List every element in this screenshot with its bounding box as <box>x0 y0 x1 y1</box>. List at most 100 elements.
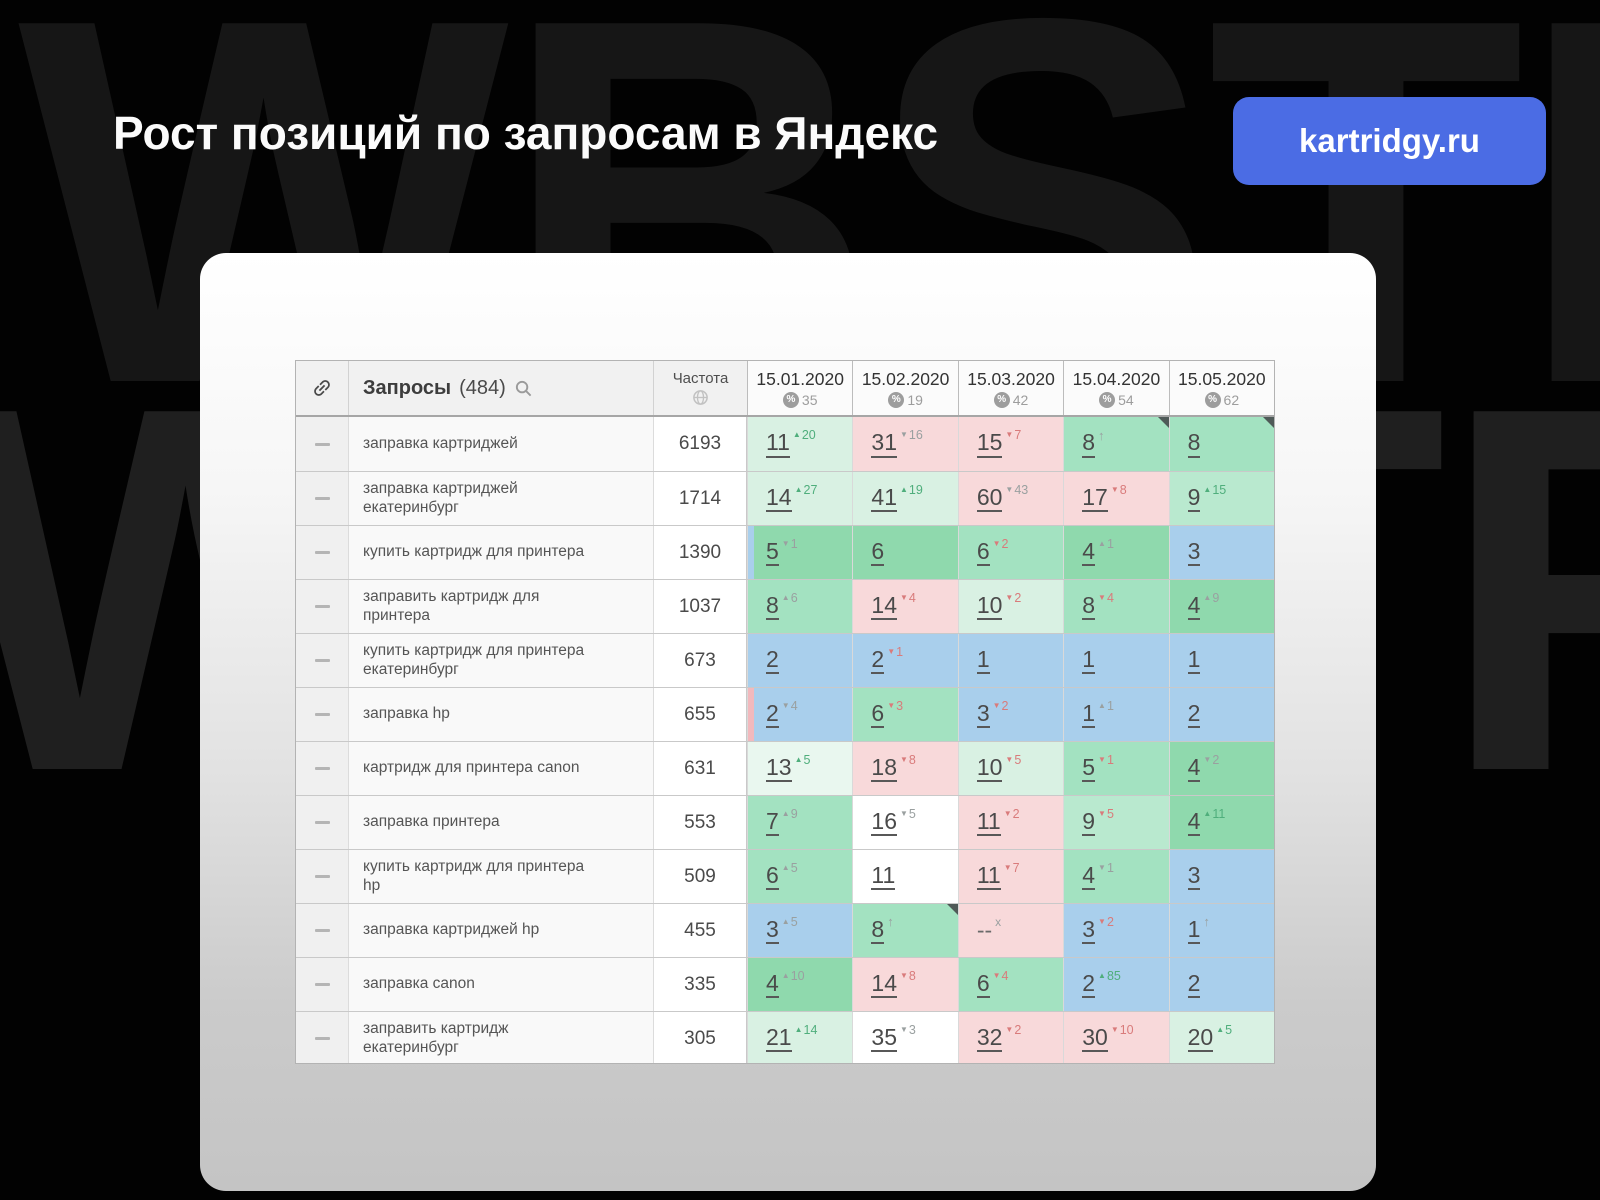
position-link[interactable]: 1 <box>976 647 990 675</box>
position-link[interactable]: 14 <box>871 971 897 999</box>
position-link[interactable]: 3 <box>766 917 779 945</box>
position-link[interactable]: 8 <box>1187 430 1201 458</box>
position-link[interactable]: 14 <box>871 593 897 621</box>
query-text[interactable]: заправка картриджей <box>363 434 518 452</box>
row-handle-cell[interactable] <box>296 634 349 687</box>
position-link[interactable]: 3 <box>1082 917 1096 945</box>
position-link[interactable]: -- <box>976 916 993 943</box>
position-link[interactable]: 11 <box>976 863 1001 891</box>
row-handle-cell[interactable] <box>296 850 349 903</box>
query-text[interactable]: заправить картридж для принтера <box>363 588 540 624</box>
query-text[interactable]: купить картридж для принтера hp <box>363 858 585 894</box>
date-column-header[interactable]: 15.02.2020 19 <box>852 361 958 415</box>
query-text[interactable]: заправка картриджей екатеринбург <box>363 480 518 516</box>
position-link[interactable]: 35 <box>871 1025 897 1053</box>
date-column-header[interactable]: 15.05.2020 62 <box>1168 361 1274 415</box>
position-link[interactable]: 30 <box>1082 1025 1108 1053</box>
date-column-header[interactable]: 15.01.2020 35 <box>747 361 853 415</box>
row-handle-cell[interactable] <box>296 742 349 795</box>
position-link[interactable]: 6 <box>871 539 885 567</box>
position-link[interactable]: 2 <box>1082 971 1096 999</box>
position-link[interactable]: 8 <box>1082 430 1096 458</box>
position-link[interactable]: 11 <box>766 430 790 458</box>
query-cell[interactable]: заправка принтера <box>349 796 654 849</box>
position-link[interactable]: 1 <box>1082 647 1096 675</box>
query-cell[interactable]: заправить картридж для принтера <box>349 580 654 633</box>
position-link[interactable]: 11 <box>976 809 1001 837</box>
position-link[interactable]: 31 <box>871 430 897 458</box>
position-link[interactable]: 3 <box>976 701 990 729</box>
query-text[interactable]: картридж для принтера canon <box>363 759 580 777</box>
position-link[interactable]: 8 <box>766 593 779 621</box>
position-link[interactable]: 2 <box>871 647 885 675</box>
position-link[interactable]: 41 <box>871 485 897 513</box>
row-handle-cell[interactable] <box>296 526 349 579</box>
query-cell[interactable]: купить картридж для принтера <box>349 526 654 579</box>
position-link[interactable]: 9 <box>1187 485 1201 513</box>
frequency-column-header[interactable]: Частота <box>654 361 747 415</box>
query-cell[interactable]: картридж для принтера canon <box>349 742 654 795</box>
position-link[interactable]: 8 <box>871 917 885 945</box>
position-link[interactable]: 4 <box>1082 863 1096 891</box>
position-link[interactable]: 2 <box>1187 701 1201 729</box>
link-column-header[interactable] <box>296 361 349 415</box>
position-link[interactable]: 3 <box>1187 863 1201 891</box>
row-handle-cell[interactable] <box>296 1012 349 1063</box>
query-text[interactable]: заправить картридж екатеринбург <box>363 1020 509 1056</box>
position-link[interactable]: 6 <box>976 539 990 567</box>
row-handle-cell[interactable] <box>296 580 349 633</box>
position-link[interactable]: 15 <box>976 430 1003 458</box>
date-column-header[interactable]: 15.04.2020 54 <box>1063 361 1169 415</box>
position-link[interactable]: 9 <box>1082 809 1096 837</box>
query-text[interactable]: купить картридж для принтера екатеринбур… <box>363 642 585 678</box>
row-handle-cell[interactable] <box>296 904 349 957</box>
query-text[interactable]: заправка hp <box>363 705 450 723</box>
position-link[interactable]: 6 <box>976 971 990 999</box>
row-handle-cell[interactable] <box>296 796 349 849</box>
position-link[interactable]: 4 <box>1082 539 1096 567</box>
position-link[interactable]: 2 <box>1187 971 1201 999</box>
position-link[interactable]: 5 <box>1082 755 1096 783</box>
row-handle-cell[interactable] <box>296 417 349 471</box>
query-cell[interactable]: заправка hp <box>349 688 654 741</box>
position-link[interactable]: 18 <box>871 755 897 783</box>
query-cell[interactable]: заправка canon <box>349 958 654 1011</box>
position-link[interactable]: 3 <box>1187 539 1201 567</box>
row-handle-cell[interactable] <box>296 688 349 741</box>
position-link[interactable]: 2 <box>766 701 779 729</box>
position-link[interactable]: 1 <box>1082 701 1096 729</box>
position-link[interactable]: 32 <box>976 1025 1003 1053</box>
position-link[interactable]: 16 <box>871 809 897 837</box>
position-link[interactable]: 7 <box>766 809 779 837</box>
position-link[interactable]: 21 <box>766 1025 792 1053</box>
date-column-header[interactable]: 15.03.2020 42 <box>957 361 1064 415</box>
position-link[interactable]: 6 <box>766 863 779 891</box>
position-link[interactable]: 4 <box>1187 755 1201 783</box>
query-cell[interactable]: заправить картридж екатеринбург <box>349 1012 654 1063</box>
queries-column-header[interactable]: Запросы (484) <box>349 361 654 415</box>
position-link[interactable]: 2 <box>766 647 779 675</box>
position-link[interactable]: 20 <box>1187 1025 1214 1053</box>
search-icon[interactable] <box>514 379 533 398</box>
position-link[interactable]: 13 <box>766 755 792 783</box>
query-text[interactable]: купить картридж для принтера <box>363 543 585 561</box>
query-cell[interactable]: заправка картриджей hp <box>349 904 654 957</box>
position-link[interactable]: 4 <box>1187 593 1201 621</box>
position-link[interactable]: 11 <box>871 863 896 891</box>
position-link[interactable]: 5 <box>766 539 779 567</box>
position-link[interactable]: 1 <box>1187 917 1201 945</box>
query-cell[interactable]: купить картридж для принтера hp <box>349 850 654 903</box>
position-link[interactable]: 4 <box>1187 809 1201 837</box>
row-handle-cell[interactable] <box>296 958 349 1011</box>
position-link[interactable]: 10 <box>976 593 1003 621</box>
position-link[interactable]: 1 <box>1187 647 1201 675</box>
position-link[interactable]: 14 <box>766 485 792 513</box>
query-text[interactable]: заправка картриджей hp <box>363 921 540 939</box>
query-cell[interactable]: заправка картриджей <box>349 417 654 471</box>
position-link[interactable]: 6 <box>871 701 885 729</box>
query-text[interactable]: заправка принтера <box>363 813 500 831</box>
row-handle-cell[interactable] <box>296 472 349 525</box>
query-text[interactable]: заправка canon <box>363 975 475 993</box>
query-cell[interactable]: заправка картриджей екатеринбург <box>349 472 654 525</box>
position-link[interactable]: 4 <box>766 971 779 999</box>
